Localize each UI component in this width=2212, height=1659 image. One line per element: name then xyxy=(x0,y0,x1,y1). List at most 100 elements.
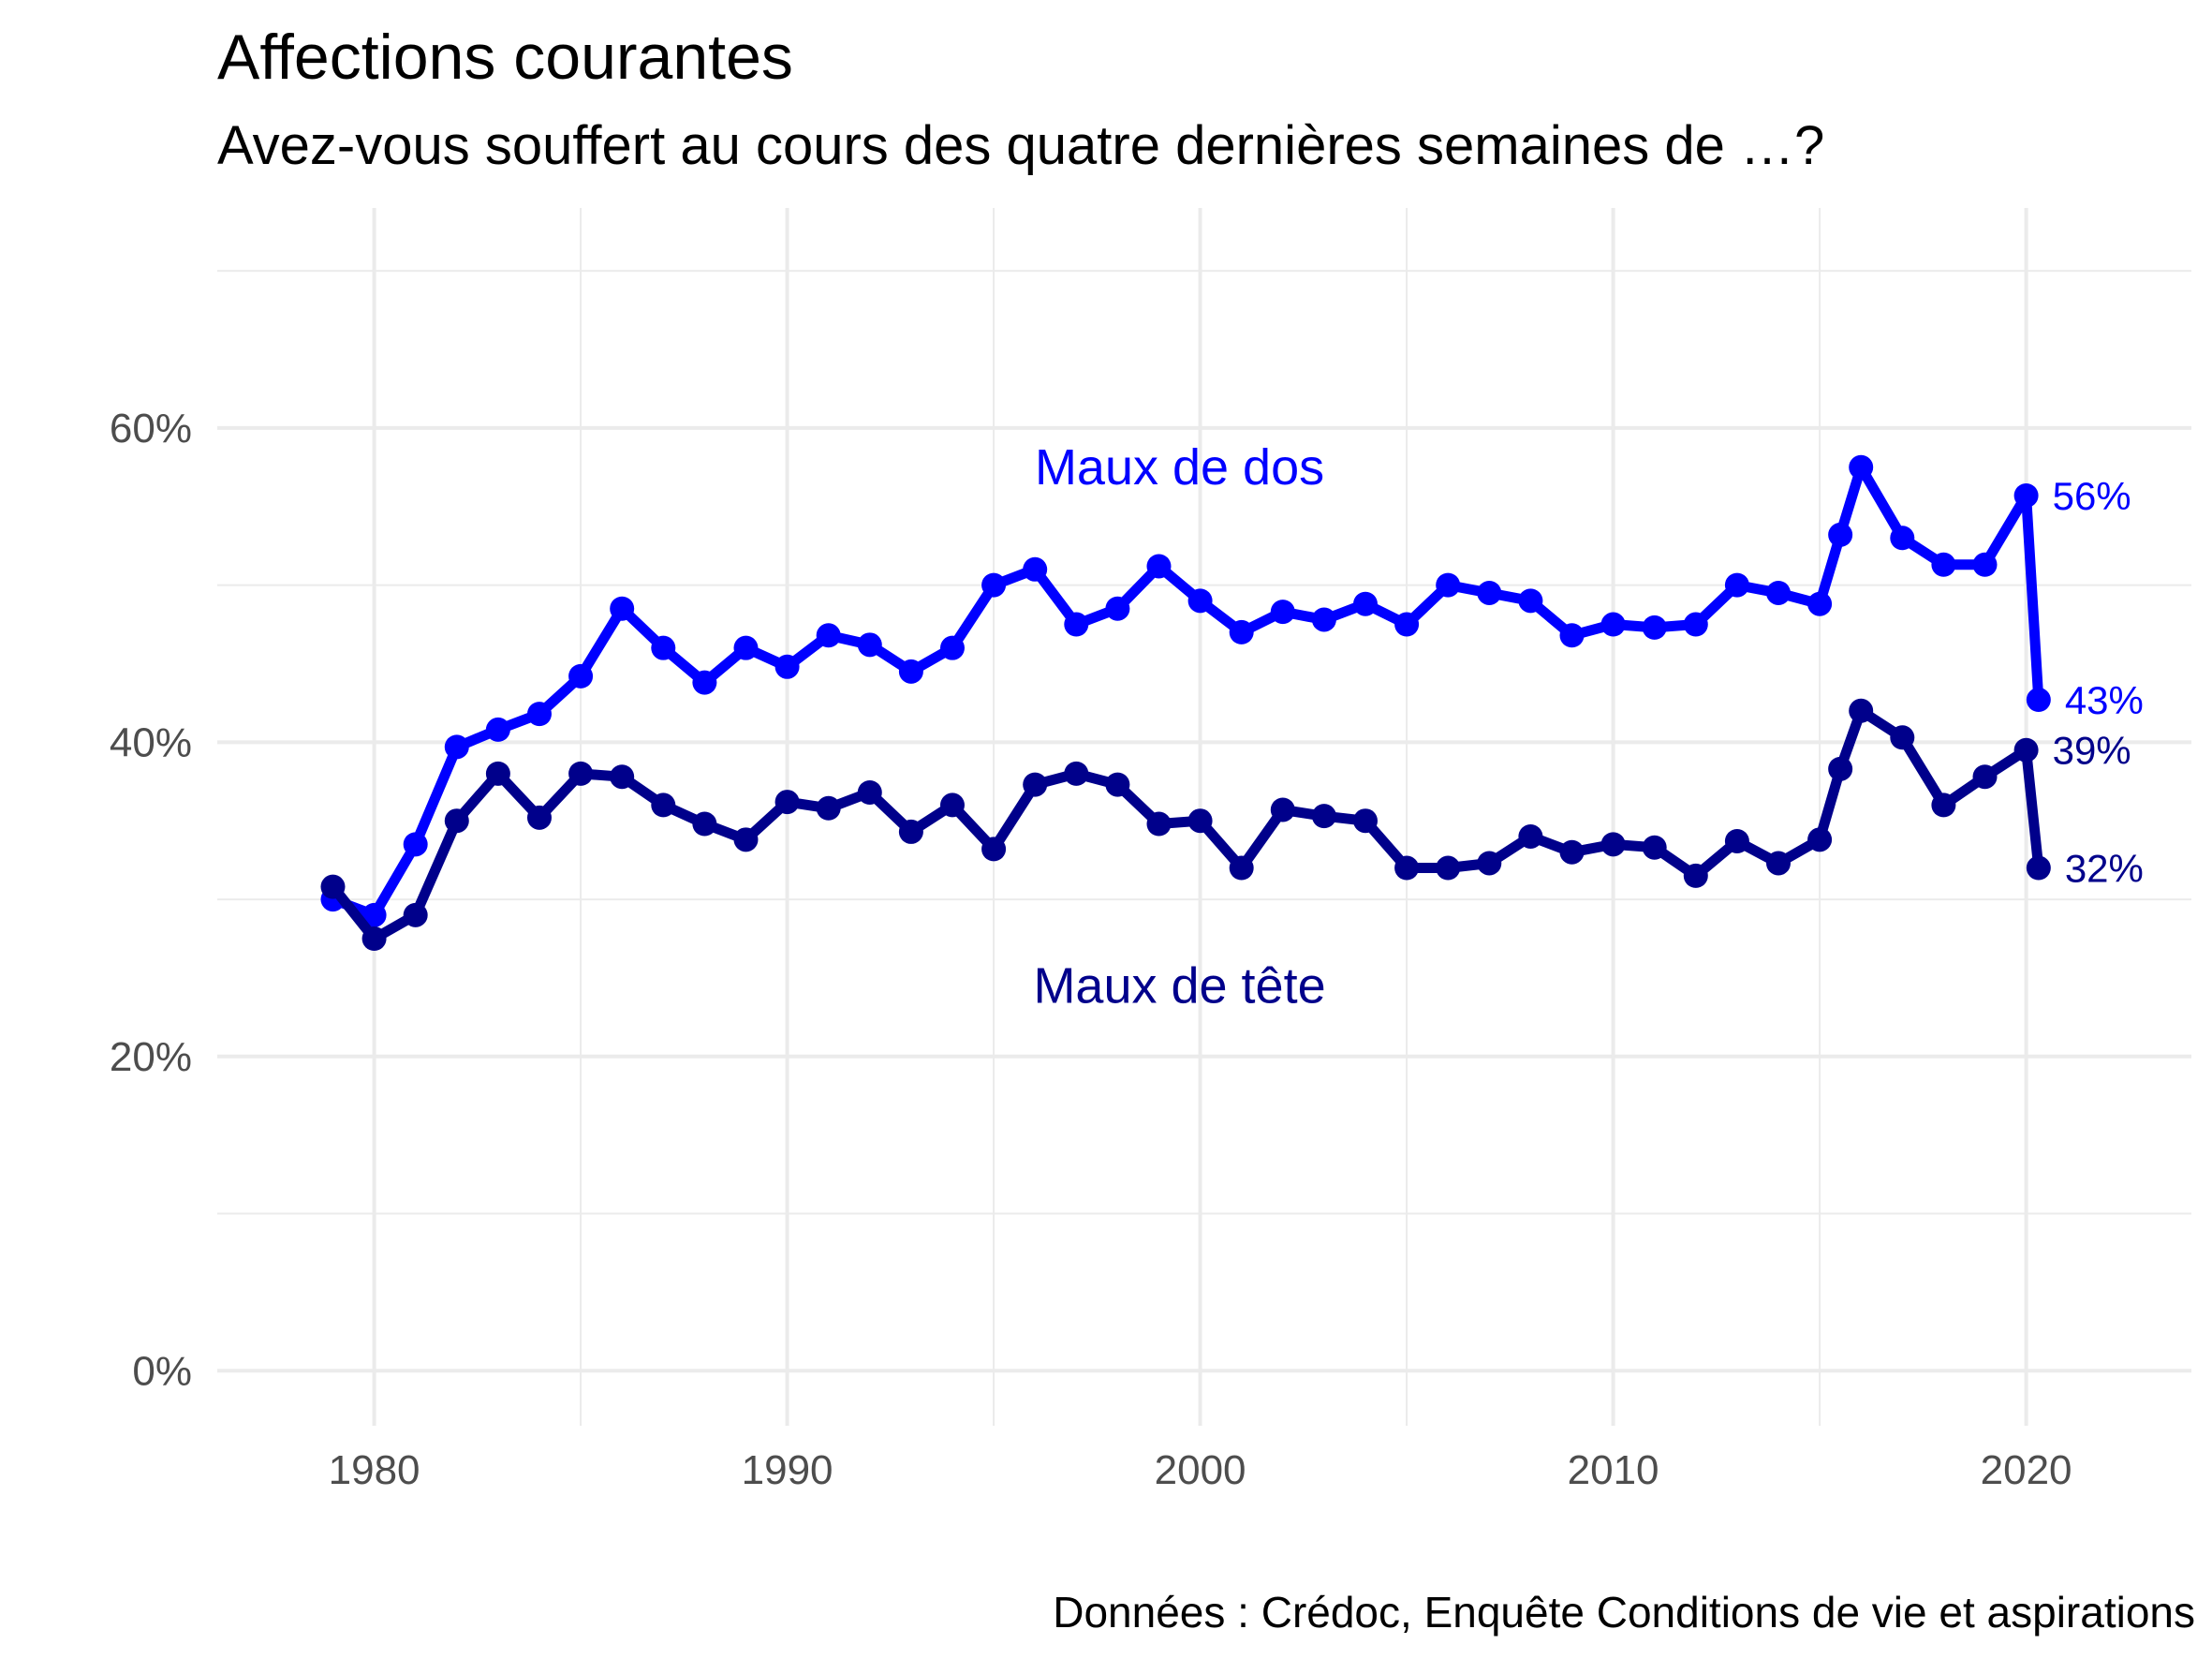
data-point-maux-de-dos xyxy=(1352,591,1378,616)
x-tick-label: 1980 xyxy=(329,1447,420,1493)
data-point-maux-de-dos xyxy=(2013,482,2039,508)
x-axis: 1980 1990 2000 2010 2020 xyxy=(329,1447,2072,1493)
data-point-maux-de-dos xyxy=(1559,623,1585,648)
data-point-maux-de-tete xyxy=(320,874,346,899)
data-point-maux-de-tete xyxy=(857,780,882,805)
data-point-maux-de-dos xyxy=(2026,688,2051,713)
data-point-maux-de-dos xyxy=(403,832,428,857)
series-label-maux-de-dos: Maux de dos xyxy=(1035,439,1324,496)
data-point-maux-de-dos xyxy=(444,734,469,760)
data-point-maux-de-dos xyxy=(981,572,1007,598)
data-point-maux-de-tete xyxy=(1765,851,1791,876)
end-value-label-maux-de-dos: 43% xyxy=(2065,678,2144,722)
data-point-maux-de-dos xyxy=(939,635,965,660)
x-tick-label: 2010 xyxy=(1568,1447,1659,1493)
data-point-maux-de-dos xyxy=(1765,580,1791,605)
data-point-maux-de-tete xyxy=(1642,835,1667,860)
data-point-maux-de-dos xyxy=(1518,588,1543,614)
minor-gridlines xyxy=(217,208,2191,1426)
data-point-maux-de-dos xyxy=(1146,554,1172,579)
data-point-maux-de-tete xyxy=(1352,808,1378,834)
data-point-maux-de-dos xyxy=(1229,619,1254,644)
data-point-maux-de-dos xyxy=(1064,612,1089,637)
data-point-maux-de-dos xyxy=(1187,588,1213,614)
data-point-maux-de-tete xyxy=(568,761,594,786)
data-point-maux-de-tete xyxy=(1023,772,1048,797)
data-point-maux-de-tete xyxy=(526,805,552,830)
series-line-maux-de-tete xyxy=(328,705,2044,944)
data-point-maux-de-tete xyxy=(692,811,717,837)
data-point-maux-de-dos xyxy=(1270,600,1295,625)
data-point-maux-de-dos xyxy=(1642,615,1667,640)
data-point-maux-de-dos xyxy=(1311,607,1336,632)
end-value-label-maux-de-tete: 39% xyxy=(2053,729,2131,773)
data-point-maux-de-tete xyxy=(1600,832,1626,857)
data-point-maux-de-tete xyxy=(2013,737,2039,763)
data-point-maux-de-dos xyxy=(1972,552,1998,577)
data-point-maux-de-dos xyxy=(816,623,841,648)
data-point-maux-de-dos xyxy=(692,670,717,695)
y-axis: 0% 20% 40% 60% xyxy=(110,406,192,1394)
data-point-maux-de-tete xyxy=(444,808,469,834)
data-point-maux-de-tete xyxy=(733,827,759,852)
data-point-maux-de-tete xyxy=(610,764,635,790)
data-point-maux-de-tete xyxy=(1394,855,1420,881)
data-point-maux-de-tete xyxy=(981,837,1007,862)
data-point-maux-de-tete xyxy=(651,792,676,818)
data-point-maux-de-dos xyxy=(361,902,387,927)
series-layer xyxy=(320,454,2051,951)
data-point-maux-de-dos xyxy=(1828,522,1853,547)
data-point-maux-de-dos xyxy=(651,635,676,660)
data-point-maux-de-dos xyxy=(568,663,594,689)
y-tick-label: 40% xyxy=(110,719,192,765)
y-tick-label: 60% xyxy=(110,406,192,452)
data-point-maux-de-tete xyxy=(361,926,387,951)
data-point-maux-de-tete xyxy=(939,792,965,818)
major-gridlines xyxy=(217,208,2191,1426)
chart-subtitle: Avez-vous souffert au cours des quatre d… xyxy=(217,115,1825,176)
data-point-maux-de-tete xyxy=(1146,811,1172,837)
data-point-maux-de-tete xyxy=(774,790,800,815)
data-point-maux-de-tete xyxy=(1972,764,1998,790)
data-point-maux-de-tete xyxy=(898,819,923,844)
data-point-maux-de-tete xyxy=(1828,756,1853,781)
data-point-maux-de-dos xyxy=(526,702,552,727)
data-point-maux-de-dos xyxy=(1436,572,1461,598)
data-point-maux-de-dos xyxy=(1890,526,1915,551)
x-tick-label: 2000 xyxy=(1155,1447,1246,1493)
data-point-maux-de-dos xyxy=(774,654,800,679)
data-point-maux-de-dos xyxy=(610,596,635,621)
data-point-maux-de-dos xyxy=(1023,556,1048,582)
data-point-maux-de-dos xyxy=(857,632,882,658)
data-point-maux-de-dos xyxy=(1394,612,1420,637)
data-point-maux-de-dos xyxy=(1105,596,1130,621)
end-value-label-maux-de-dos: 56% xyxy=(2053,474,2131,518)
data-point-maux-de-tete xyxy=(1849,698,1874,723)
data-point-maux-de-dos xyxy=(1807,591,1833,616)
chart-title: Affections courantes xyxy=(217,22,793,93)
data-point-maux-de-tete xyxy=(1724,829,1749,853)
data-point-maux-de-dos xyxy=(898,659,923,684)
data-point-maux-de-tete xyxy=(1807,827,1833,852)
data-point-maux-de-tete xyxy=(1311,804,1336,829)
data-point-maux-de-dos xyxy=(1849,454,1874,480)
data-point-maux-de-tete xyxy=(1518,823,1543,849)
data-point-maux-de-tete xyxy=(1436,855,1461,881)
y-tick-label: 0% xyxy=(132,1348,192,1394)
data-point-maux-de-dos xyxy=(1600,612,1626,637)
end-value-label-maux-de-tete: 32% xyxy=(2065,847,2144,891)
data-point-maux-de-tete xyxy=(816,795,841,821)
y-tick-label: 20% xyxy=(110,1034,192,1080)
series-label-maux-de-tete: Maux de tête xyxy=(1033,957,1325,1014)
data-point-maux-de-dos xyxy=(485,717,510,742)
data-point-maux-de-tete xyxy=(1270,797,1295,822)
x-tick-label: 1990 xyxy=(742,1447,833,1493)
x-tick-label: 2020 xyxy=(1981,1447,2072,1493)
data-point-maux-de-dos xyxy=(1683,612,1708,637)
data-point-maux-de-tete xyxy=(1931,792,1956,818)
data-point-maux-de-tete xyxy=(1559,839,1585,865)
data-point-maux-de-tete xyxy=(1187,808,1213,834)
data-point-maux-de-tete xyxy=(1477,851,1502,876)
data-point-maux-de-dos xyxy=(1724,572,1749,598)
